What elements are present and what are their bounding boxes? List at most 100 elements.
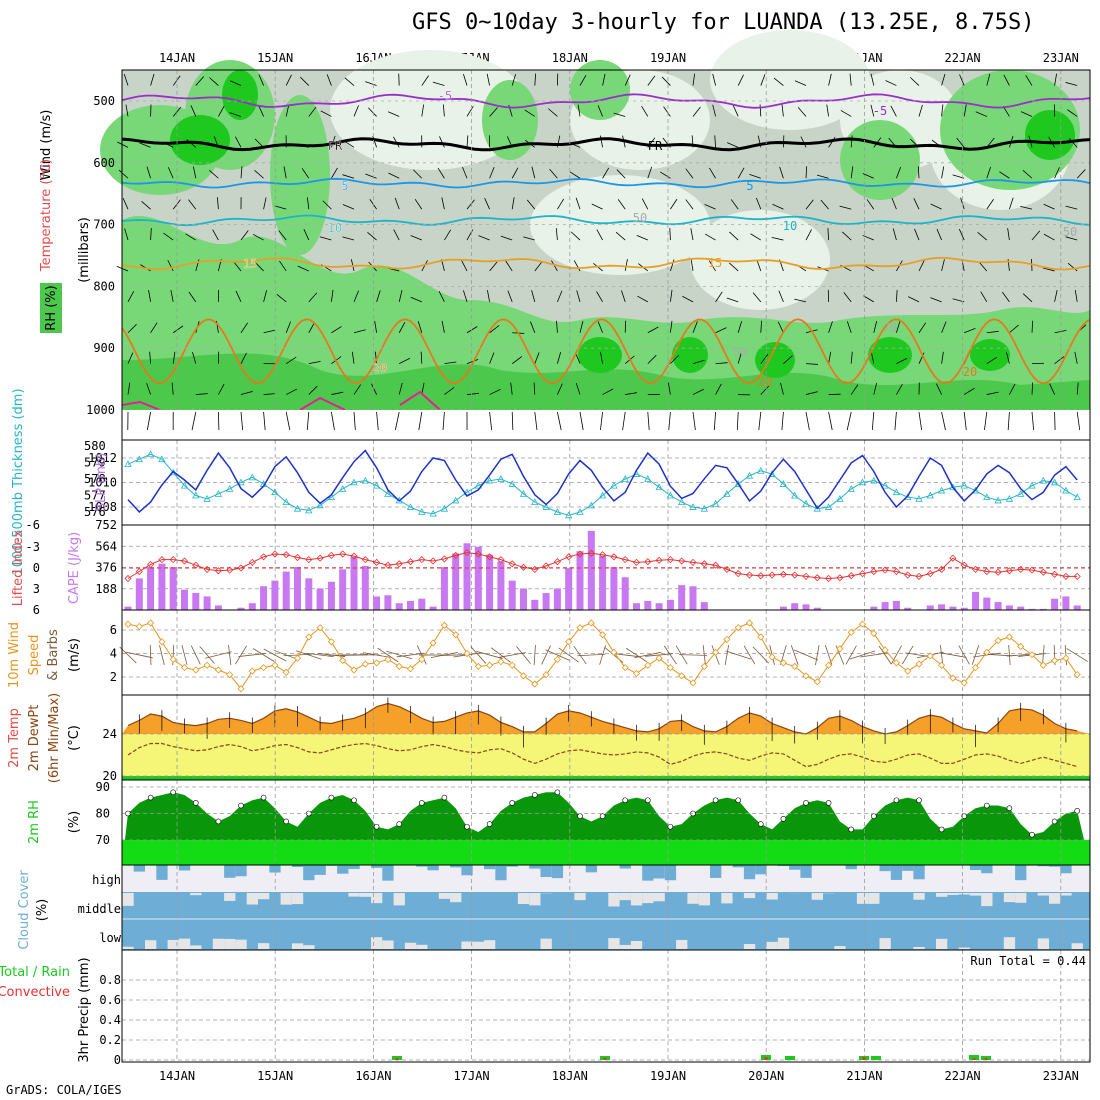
wind-barb <box>805 229 812 241</box>
wind-speed-point <box>135 622 143 631</box>
lifted-index-point <box>373 558 381 566</box>
thickness-point <box>949 483 957 491</box>
wind-barb <box>986 391 999 395</box>
rh-contour-label: 50 <box>1063 225 1077 239</box>
rh2m-point <box>1051 818 1058 825</box>
high-cloud-bar <box>1060 865 1072 874</box>
wind-barb <box>297 265 309 272</box>
wind-speed-point <box>791 662 799 670</box>
wind-barb <box>624 259 628 272</box>
middle-cloud-gap <box>630 893 643 906</box>
wind-speed-point <box>1028 651 1036 659</box>
cape-bar <box>147 567 155 610</box>
wind-barb <box>617 199 626 210</box>
wind-barb <box>573 260 581 272</box>
wind-barb <box>827 228 829 241</box>
rh2m-point <box>938 826 945 833</box>
wind-barb <box>597 321 603 333</box>
wind-barb <box>388 172 400 179</box>
run-total-label: Run Total = 0.44 <box>970 954 1086 968</box>
wind-speed-point <box>395 662 403 670</box>
wind-barb <box>320 110 332 117</box>
wind-speed-point <box>632 669 641 678</box>
wind-barb <box>254 262 264 272</box>
cape-bar <box>474 546 482 610</box>
wind-barb <box>685 199 694 210</box>
thickness-point <box>553 508 562 515</box>
wind-barb <box>704 204 716 210</box>
wind-speed-point <box>712 648 720 656</box>
wind-barb <box>692 411 696 431</box>
middle-cloud-gap <box>936 893 948 897</box>
wind-axis-label: 10m Wind <box>7 622 22 688</box>
wind-speed-point <box>226 671 234 679</box>
wind-barb <box>1043 203 1055 210</box>
wind-barb <box>556 320 558 333</box>
wind-barb <box>939 652 967 658</box>
wind-barb <box>670 198 678 210</box>
wind-barb <box>624 74 631 86</box>
wind-speed-point <box>757 633 765 641</box>
wind-barb <box>963 387 975 395</box>
date-label-bottom: 22JAN <box>945 1069 981 1083</box>
wind-barb <box>771 236 784 241</box>
wind-barb <box>511 73 517 86</box>
precip-total-bar <box>969 1055 979 1060</box>
wind-barb <box>780 382 784 395</box>
middle-cloud-gap <box>608 893 620 907</box>
middle-cloud-gap <box>371 893 383 904</box>
wind-barb <box>263 290 268 302</box>
wind-barb <box>420 351 423 364</box>
wind-barb <box>1076 382 1079 395</box>
wind-barb <box>660 171 671 179</box>
thickness-tick-label: 576 <box>84 505 106 519</box>
thickness-point <box>418 508 426 515</box>
wind-speed-point <box>203 661 211 669</box>
wind-barb <box>524 109 536 117</box>
wind-barb <box>669 228 671 241</box>
wind-barb <box>727 142 739 148</box>
thickness-tick-label: 579 <box>84 456 106 470</box>
wind-barb <box>444 387 455 395</box>
wind-barb <box>181 645 188 665</box>
rh-moist-blob <box>570 60 630 120</box>
wind-barb <box>570 231 581 241</box>
wind-speed-point <box>282 668 290 676</box>
cape-bar <box>1005 605 1013 610</box>
thickness-point <box>542 503 550 510</box>
wind-barb <box>621 290 626 302</box>
wind-barb <box>896 166 902 179</box>
wind-speed-point <box>440 621 448 629</box>
middle-cloud-gap <box>811 893 823 900</box>
thickness-point <box>350 478 358 486</box>
lifted-index-point <box>486 553 494 561</box>
rh2m-point <box>848 826 855 833</box>
cape-bar <box>452 553 460 610</box>
date-label-bottom: 14JAN <box>159 1069 195 1083</box>
cape-bar <box>237 607 245 610</box>
rh2m-point <box>147 794 154 801</box>
wind-barb <box>170 289 174 302</box>
wind-speed-point <box>305 633 313 641</box>
lifted-index-point <box>994 568 1002 576</box>
wind-barb <box>331 411 335 431</box>
wind-barb <box>252 648 275 662</box>
cape-bar <box>169 567 177 610</box>
thickness-point <box>429 509 437 517</box>
wind-barb <box>150 73 155 86</box>
wind-speed-point <box>655 654 663 662</box>
cloud-level-label: high <box>92 873 121 887</box>
wind-barb <box>781 411 784 431</box>
wind-barb <box>185 233 197 241</box>
wind-barb <box>263 393 276 395</box>
wind-barb <box>146 411 151 431</box>
below-ground-strip <box>122 410 1090 440</box>
thickness-point <box>915 494 923 502</box>
wind-barb <box>860 652 888 658</box>
wind-barb <box>342 236 355 241</box>
wind-barb <box>579 321 584 333</box>
cape-bar <box>361 565 369 610</box>
temperature-line <box>127 702 1078 735</box>
wind-barb <box>602 167 610 179</box>
wind-barb <box>489 261 498 272</box>
